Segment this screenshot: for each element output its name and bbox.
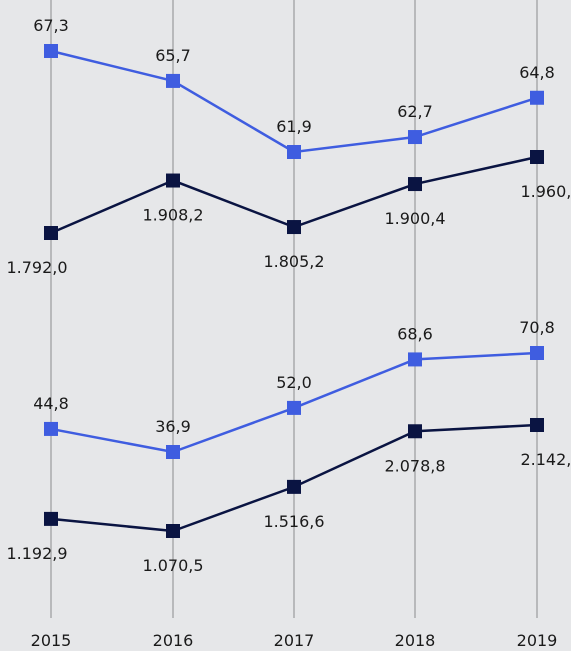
data-label-panel2-light-2018: 68,6 [397,324,433,343]
marker-panel2-dark-2019 [530,418,544,432]
marker-panel1-light-2016 [166,73,180,88]
data-label-panel2-light-2019: 70,8 [519,318,555,337]
marker-panel1-dark-2019 [530,150,544,164]
data-label-panel2-dark-2015: 1.192,9 [6,544,67,563]
x-tick-label-2018: 2018 [395,631,436,650]
x-axis: 2015 2016 2017 2018 2019 [31,631,558,650]
marker-panel1-dark-2017 [287,220,301,235]
data-label-panel2-dark-2018: 2.078,8 [384,456,445,475]
data-label-panel1-dark-2017: 1.805,2 [263,252,324,271]
x-tick-label-2019: 2019 [517,631,558,650]
marker-panel2-dark-2016 [166,524,180,538]
data-label-panel1-dark-2015: 1.792,0 [6,258,67,277]
marker-panel1-dark-2018 [408,177,422,192]
x-tick-label-2017: 2017 [274,631,315,650]
marker-panel2-light-2017 [287,400,301,415]
marker-panel2-light-2018 [408,352,422,367]
data-label-panel2-light-2017: 52,0 [276,373,312,392]
marker-panel2-dark-2015 [44,511,58,526]
marker-panel1-dark-2016 [166,173,180,188]
data-label-panel2-light-2016: 36,9 [155,417,191,436]
marker-panel2-dark-2018 [408,424,422,439]
x-tick-label-2016: 2016 [153,631,194,650]
marker-panel2-dark-2017 [287,479,301,494]
marker-panel1-dark-2015 [44,226,58,240]
data-label-panel1-light-2016: 65,7 [155,46,191,65]
marker-panel2-light-2019 [530,346,544,360]
marker-panel1-light-2015 [44,44,58,58]
data-label-panel1-light-2015: 67,3 [33,16,69,35]
marker-panel1-light-2017 [287,145,301,159]
data-label-panel2-dark-2017: 1.516,6 [263,512,324,531]
data-label-panel2-light-2015: 44,8 [33,394,69,413]
data-label-panel1-light-2019: 64,8 [519,63,555,82]
data-points [44,44,544,538]
data-label-panel1-dark-2018: 1.900,4 [384,209,445,228]
marker-panel2-light-2016 [166,445,180,459]
data-label-panel1-light-2018: 62,7 [397,102,433,121]
data-labels: 67,3 65,7 61,9 62,7 64,8 1.792,0 1.908,2 1.805,… [6,16,571,575]
data-label-panel1-dark-2019: 1.960,3 [520,182,571,201]
marker-panel1-light-2019 [530,90,544,105]
data-label-panel2-dark-2019: 2.142,1 [520,450,571,469]
data-label-panel1-light-2017: 61,9 [276,117,312,136]
marker-panel2-light-2015 [44,421,58,436]
marker-panel1-light-2018 [408,130,422,145]
x-tick-label-2015: 2015 [31,631,72,650]
data-label-panel1-dark-2016: 1.908,2 [142,206,203,225]
data-label-panel2-dark-2016: 1.070,5 [142,556,203,575]
